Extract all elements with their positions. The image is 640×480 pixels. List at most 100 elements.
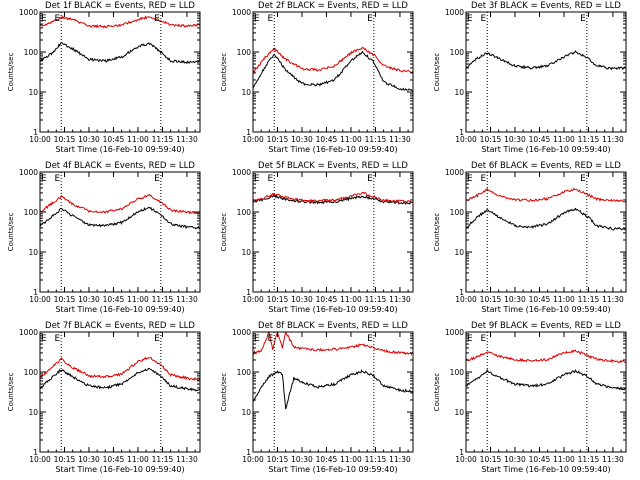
event-marker-label: E	[580, 174, 586, 184]
y-tick-label: 1000	[232, 168, 251, 177]
y-tick-label: 10	[28, 408, 38, 417]
x-tick-label: 11:15	[578, 135, 600, 144]
event-marker-label: E	[467, 174, 473, 184]
x-axis-label: Start Time (16-Feb-10 09:59:40)	[481, 305, 610, 314]
x-tick-label: 11:30	[176, 135, 198, 144]
y-tick-label: 1	[33, 288, 38, 297]
x-tick-label: 10:15	[267, 295, 289, 304]
y-tick-label: 100	[24, 208, 39, 217]
event-marker-label: E	[154, 14, 160, 24]
panel-title: Det 9f BLACK = Events, RED = LLD	[471, 321, 621, 331]
x-tick-label: 10:15	[54, 295, 76, 304]
x-tick-label: 10:00	[29, 135, 51, 144]
x-tick-label: 10:45	[316, 455, 338, 464]
y-tick-label: 1000	[19, 8, 38, 17]
x-tick-label: 11:15	[152, 295, 174, 304]
event-marker-label: E	[467, 14, 473, 24]
x-tick-label: 10:00	[242, 455, 264, 464]
events-series-line	[253, 50, 413, 92]
lld-series-line	[40, 356, 200, 382]
x-tick-label: 11:00	[553, 295, 575, 304]
events-series-line	[466, 368, 626, 391]
y-axis-label: Counts/sec	[433, 373, 441, 412]
lld-series-line	[253, 46, 413, 74]
event-marker-label: E	[41, 14, 47, 24]
x-tick-label: 11:00	[553, 135, 575, 144]
event-marker-label: E	[254, 14, 260, 24]
y-tick-label: 1000	[232, 328, 251, 337]
x-tick-label: 10:45	[103, 455, 125, 464]
x-tick-label: 10:15	[480, 295, 502, 304]
y-tick-label: 1	[33, 448, 38, 457]
plot-frame	[39, 171, 201, 293]
event-marker-label: E	[467, 334, 473, 344]
x-tick-label: 10:00	[455, 455, 477, 464]
event-marker-label: E	[481, 174, 487, 184]
x-tick-label: 11:15	[152, 135, 174, 144]
y-tick-label: 100	[450, 208, 465, 217]
events-series-line	[253, 369, 413, 410]
y-tick-label: 10	[28, 88, 38, 97]
x-axis-label: Start Time (16-Feb-10 09:59:40)	[55, 465, 184, 474]
x-axis-label: Start Time (16-Feb-10 09:59:40)	[481, 465, 610, 474]
y-tick-label: 1	[459, 128, 464, 137]
x-tick-label: 10:45	[103, 295, 125, 304]
events-series-line	[40, 206, 200, 230]
event-marker-label: E	[41, 334, 47, 344]
y-tick-label: 1000	[445, 8, 464, 17]
x-axis-label: Start Time (16-Feb-10 09:59:40)	[55, 145, 184, 154]
event-marker-label: E	[55, 14, 61, 24]
x-tick-label: 11:00	[127, 295, 149, 304]
x-tick-label: 10:15	[480, 135, 502, 144]
events-series-line	[253, 194, 413, 205]
y-tick-label: 1	[246, 128, 251, 137]
x-tick-label: 10:45	[316, 135, 338, 144]
y-tick-label: 10	[454, 248, 464, 257]
x-tick-label: 11:15	[365, 135, 387, 144]
x-tick-label: 10:45	[316, 295, 338, 304]
event-marker-label: E	[154, 174, 160, 184]
y-axis-label: Counts/sec	[433, 213, 441, 252]
plot-frame	[252, 331, 414, 453]
y-tick-label: 10	[241, 88, 251, 97]
y-axis-label: Counts/sec	[433, 53, 441, 92]
x-tick-label: 10:00	[455, 295, 477, 304]
y-tick-label: 1000	[445, 168, 464, 177]
panel-title: Det 6f BLACK = Events, RED = LLD	[471, 161, 621, 171]
events-series-line	[466, 207, 626, 231]
x-tick-label: 10:15	[267, 135, 289, 144]
x-tick-label: 11:00	[340, 135, 362, 144]
y-tick-label: 1000	[19, 328, 38, 337]
y-axis-label: Counts/sec	[220, 213, 228, 252]
y-tick-label: 100	[450, 368, 465, 377]
x-axis-label: Start Time (16-Feb-10 09:59:40)	[268, 145, 397, 154]
x-axis-label: Start Time (16-Feb-10 09:59:40)	[268, 465, 397, 474]
y-tick-label: 1	[459, 288, 464, 297]
x-tick-label: 10:30	[291, 135, 313, 144]
lld-series-line	[466, 349, 626, 364]
x-tick-label: 10:15	[54, 455, 76, 464]
x-tick-label: 11:30	[602, 295, 624, 304]
panel-title: Det 5f BLACK = Events, RED = LLD	[258, 161, 408, 171]
event-marker-label: E	[481, 14, 487, 24]
lld-series-line	[40, 193, 200, 215]
x-axis-label: Start Time (16-Feb-10 09:59:40)	[481, 145, 610, 154]
x-axis-label: Start Time (16-Feb-10 09:59:40)	[55, 305, 184, 314]
event-marker-label: E	[55, 334, 61, 344]
panel-title: Det 4f BLACK = Events, RED = LLD	[45, 161, 195, 171]
plot-frame	[39, 11, 201, 133]
x-tick-label: 11:00	[340, 295, 362, 304]
y-tick-label: 10	[241, 408, 251, 417]
x-tick-label: 11:30	[389, 295, 411, 304]
x-tick-label: 10:15	[267, 455, 289, 464]
lld-series-line	[466, 187, 626, 203]
panel-title: Det 8f BLACK = Events, RED = LLD	[258, 321, 408, 331]
x-tick-label: 11:00	[553, 455, 575, 464]
y-tick-label: 100	[24, 368, 39, 377]
